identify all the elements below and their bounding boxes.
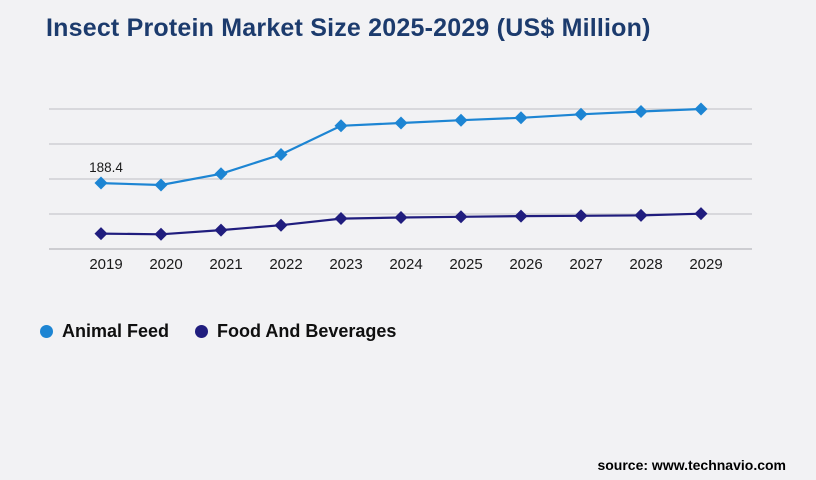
- legend-label: Animal Feed: [62, 321, 170, 341]
- x-axis-tick-label: 2026: [509, 256, 542, 273]
- data-point-marker-food-and-beverages: [334, 212, 348, 226]
- data-point-marker-animal-feed: [574, 107, 588, 121]
- x-axis-tick-label: 2025: [449, 256, 482, 273]
- data-point-marker-animal-feed: [454, 113, 468, 127]
- data-point-marker-food-and-beverages: [454, 210, 468, 224]
- data-point-marker-animal-feed: [274, 148, 288, 161]
- x-axis-tick-label: 2027: [569, 256, 602, 273]
- data-point-marker-animal-feed: [694, 102, 708, 116]
- x-axis-tick-label: 2021: [209, 256, 242, 273]
- data-point-marker-food-and-beverages: [634, 208, 648, 222]
- chart-legend: Animal Feed Food And Beverages: [40, 321, 396, 342]
- data-point-marker-food-and-beverages: [94, 227, 108, 241]
- data-point-marker-food-and-beverages: [214, 223, 228, 237]
- data-point-marker-animal-feed: [634, 104, 648, 118]
- data-point-marker-food-and-beverages: [574, 209, 588, 223]
- data-point-marker-food-and-beverages: [394, 211, 408, 224]
- data-point-marker-animal-feed: [214, 167, 228, 181]
- data-point-marker-animal-feed: [334, 119, 348, 133]
- legend-color-dot-icon: [40, 325, 53, 338]
- legend-label: Food And Beverages: [217, 321, 397, 341]
- x-axis-tick-label: 2024: [389, 256, 422, 273]
- source-credit: source: www.technavio.com: [597, 457, 786, 473]
- x-axis-tick-label: 2020: [149, 256, 182, 273]
- data-point-marker-food-and-beverages: [274, 218, 288, 232]
- x-axis-tick-label: 2022: [269, 256, 302, 273]
- data-point-marker-animal-feed: [514, 111, 528, 125]
- data-point-marker-food-and-beverages: [694, 207, 708, 221]
- line-chart: 2019 2020 2021 2022 2023 2024 2025 2026 2027 2028…: [49, 102, 752, 273]
- chart-title: Insect Protein Market Size 2025-2029 (US…: [46, 14, 651, 42]
- data-label-annotation: 188.4: [89, 160, 123, 175]
- data-point-marker-animal-feed: [394, 116, 408, 130]
- data-point-marker-animal-feed: [94, 176, 108, 190]
- legend-item-animal-feed[interactable]: Animal Feed: [40, 321, 169, 342]
- legend-color-dot-icon: [195, 325, 209, 338]
- data-point-marker-food-and-beverages: [514, 209, 528, 223]
- x-axis-tick-label: 2028: [629, 256, 662, 273]
- x-axis-tick-label: 2023: [329, 256, 362, 273]
- legend-item-food-and-beverages[interactable]: Food And Beverages: [195, 321, 396, 342]
- x-axis-tick-label: 2019: [89, 256, 122, 273]
- data-point-marker-animal-feed: [154, 178, 168, 192]
- data-point-marker-food-and-beverages: [154, 227, 168, 241]
- x-axis-tick-label: 2029: [689, 256, 722, 273]
